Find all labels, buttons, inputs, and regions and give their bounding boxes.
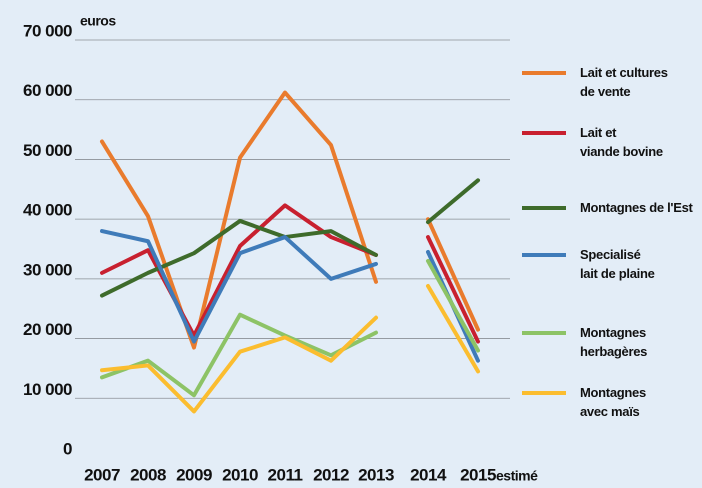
series-line <box>100 178 480 298</box>
x-tick-label: 2008 <box>130 465 166 484</box>
series-line <box>100 258 480 398</box>
legend-label: Lait et viande bovine <box>580 125 663 159</box>
y-tick-label: 20 000 <box>23 320 72 339</box>
legend-label: Montagnes avec maïs <box>580 385 646 419</box>
x-tick-label: 2014 <box>410 465 447 484</box>
x-annotation: estimé <box>496 468 538 484</box>
x-tick-label: 2011 <box>268 465 303 484</box>
y-axis-label: euros <box>80 13 116 29</box>
x-tick-label: 2010 <box>222 465 258 484</box>
y-tick-label: 60 000 <box>23 81 72 100</box>
y-tick-label: 70 000 <box>23 21 72 40</box>
legend-label: Lait et cultures de vente <box>580 65 668 99</box>
y-tick-label: 50 000 <box>23 141 72 160</box>
legend-label: Specialisé lait de plaine <box>580 247 655 281</box>
series-line <box>100 284 480 414</box>
y-tick-label: 30 000 <box>23 260 72 279</box>
x-tick-label: 2009 <box>176 465 212 484</box>
legend-label: Montagnes de l'Est <box>580 200 693 215</box>
y-tick-label: 40 000 <box>23 201 72 220</box>
series-line <box>100 90 480 350</box>
x-tick-label: 2012 <box>313 465 349 484</box>
x-tick-label: 2015 <box>460 465 496 484</box>
x-tick-label: 2013 <box>358 465 394 484</box>
y-tick-label: 10 000 <box>23 380 72 399</box>
legend-label: Montagnes herbagères <box>580 325 648 359</box>
x-tick-label: 2007 <box>84 465 120 484</box>
series-line <box>100 203 480 344</box>
y-tick-label: 0 <box>63 439 72 458</box>
